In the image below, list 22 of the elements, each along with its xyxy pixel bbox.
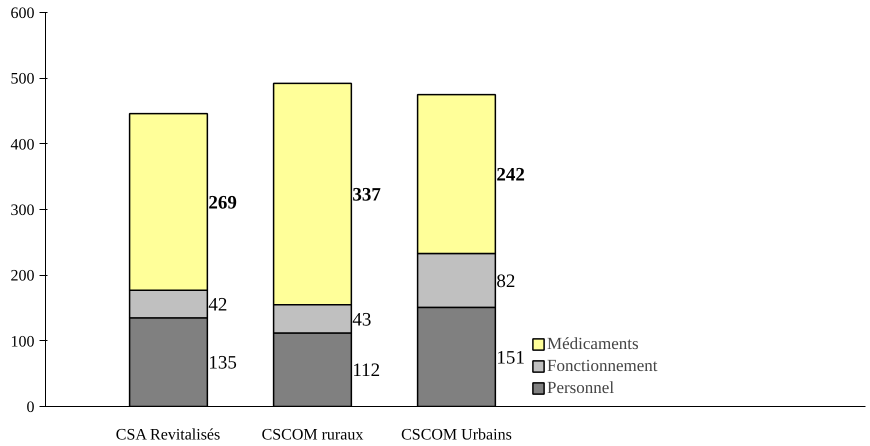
data-label: 269 — [208, 192, 237, 214]
data-label: 242 — [496, 164, 525, 186]
data-label: 135 — [208, 352, 237, 374]
y-tick-label: 100 — [10, 333, 34, 350]
x-tick-label: CSCOM ruraux — [262, 426, 364, 444]
y-tick-label: 400 — [10, 136, 34, 154]
y-tick-label: 300 — [10, 202, 34, 219]
legend-label: Personnel — [547, 378, 614, 398]
data-label: 42 — [208, 294, 228, 316]
data-label: 112 — [352, 360, 380, 382]
y-tick-label: 600 — [10, 5, 34, 22]
y-tick-label: 0 — [26, 399, 34, 416]
legend-label: Médicaments — [547, 334, 639, 354]
data-label: 337 — [352, 184, 382, 206]
legend-label: Fonctionnement — [547, 356, 658, 376]
y-tick-label: 500 — [10, 70, 34, 88]
data-label: 82 — [496, 270, 516, 292]
data-label: 151 — [496, 347, 525, 368]
data-label: 43 — [352, 309, 372, 330]
x-tick-label: CSCOM Urbains — [401, 426, 512, 444]
y-tick-label: 200 — [10, 268, 34, 285]
x-tick-label: CSA Revitalisés — [116, 426, 220, 444]
